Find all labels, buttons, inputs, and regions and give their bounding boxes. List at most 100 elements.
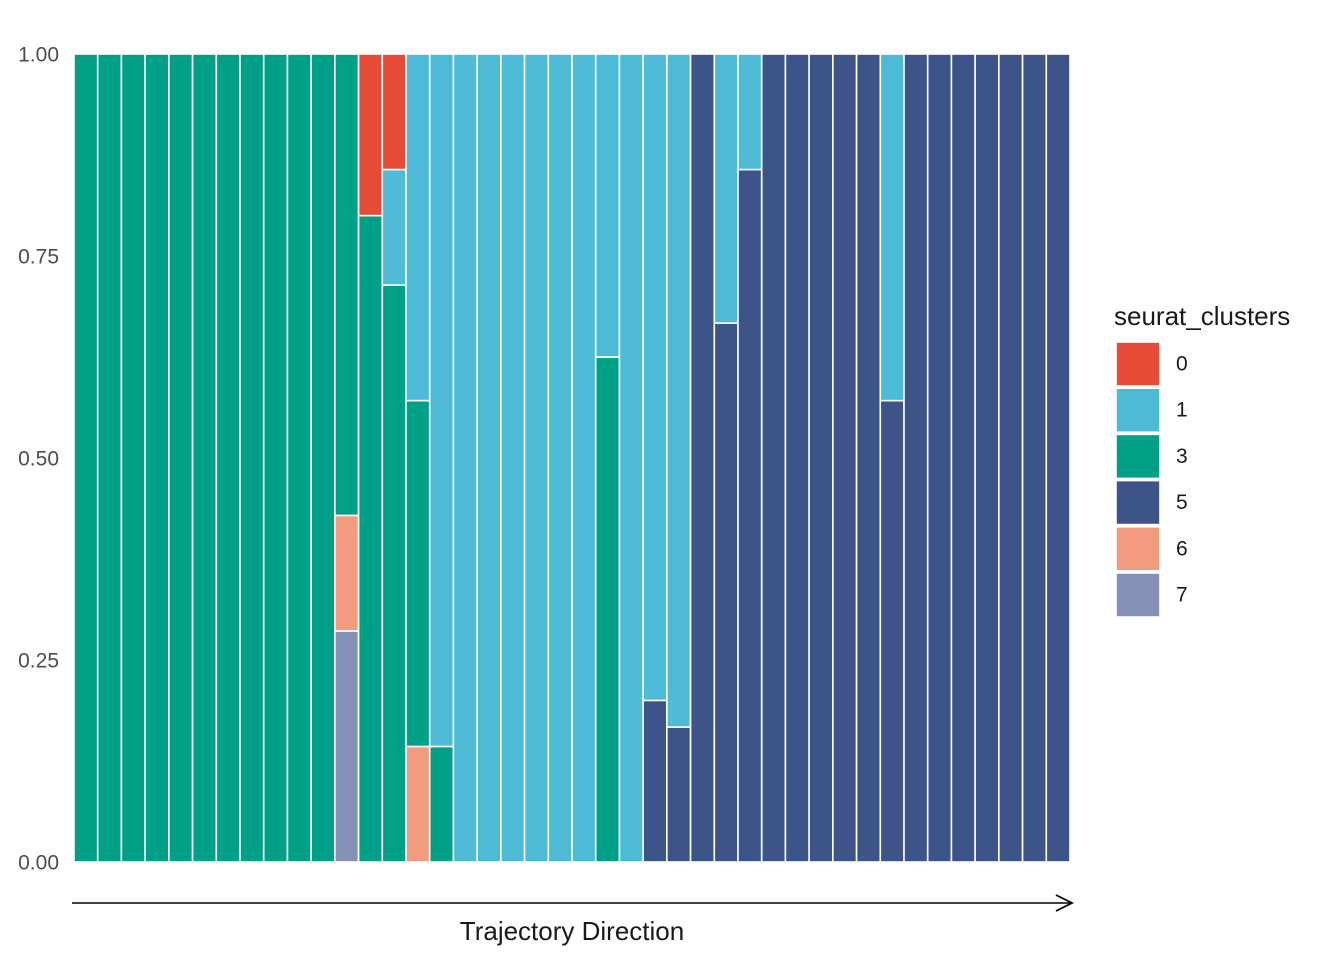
bar-21 [547,53,573,863]
bar-segment-cluster-1 [571,53,597,863]
bar-segment-cluster-1 [879,53,905,402]
bar-segment-cluster-1 [666,53,692,728]
bar-segment-cluster-5 [926,53,953,863]
bar-27 [689,53,716,863]
bar-segment-cluster-5 [974,53,1000,863]
bar-8 [239,53,265,863]
bar-31 [784,53,810,863]
legend-title: seurat_clusters [1114,301,1290,331]
x-axis-title: Trajectory Direction [460,916,684,946]
bar-segment-cluster-5 [903,53,929,863]
bar-20 [523,53,550,863]
bar-34 [855,53,882,863]
bar-segment-cluster-5 [998,53,1024,863]
bar-5 [168,53,194,863]
bar-segment-cluster-1 [713,53,739,324]
bar-segment-cluster-7 [334,630,360,863]
bar-26 [666,53,692,863]
y-tick-label: 0.25 [18,650,59,673]
bar-segment-cluster-3 [96,53,123,863]
bar-segment-cluster-5 [737,168,763,863]
bar-segment-cluster-1 [405,53,431,402]
bar-segment-cluster-3 [286,53,312,863]
bar-segment-cluster-3 [239,53,265,863]
bar-segment-cluster-3 [594,356,621,863]
bar-30 [760,53,787,863]
y-tick-label: 0.50 [18,448,59,471]
bar-segment-cluster-3 [262,53,289,863]
bar-segment-cluster-5 [760,53,787,863]
bar-24 [618,53,644,863]
bar-36 [903,53,929,863]
legend-label-3: 3 [1176,445,1188,468]
y-axis: 0.00 0.25 0.50 0.75 1.00 [18,44,59,875]
legend-item-6: 6 [1115,525,1188,572]
y-tick-label: 0.75 [18,246,59,269]
bar-segment-cluster-0 [381,53,407,171]
legend-key-6 [1115,525,1161,572]
bar-segment-cluster-6 [334,514,360,632]
bar-segment-cluster-3 [168,53,194,863]
bar-segment-cluster-1 [428,53,455,748]
bar-segment-cluster-3 [144,53,170,863]
bars-layer [73,53,1071,863]
bar-segment-cluster-3 [405,399,431,748]
bar-segment-cluster-5 [832,53,858,863]
bar-segment-cluster-3 [357,214,384,863]
bar-segment-cluster-5 [666,726,692,863]
bar-segment-cluster-3 [428,745,455,863]
bar-segment-cluster-1 [618,53,644,863]
bar-4 [144,53,170,863]
bar-segment-cluster-3 [215,53,241,863]
bar-segment-cluster-5 [950,53,976,863]
legend-item-7: 7 [1115,572,1188,618]
legend-item-1: 1 [1115,387,1188,434]
legend-key-5 [1115,479,1161,526]
legend-item-5: 5 [1115,479,1188,526]
legend-key-3 [1115,433,1161,480]
bar-19 [500,53,526,863]
bar-segment-cluster-5 [642,699,668,863]
bar-segment-cluster-1 [523,53,550,863]
legend-key-7 [1115,572,1161,618]
bar-segment-cluster-1 [594,53,621,358]
bar-37 [926,53,953,863]
bar-18 [476,53,502,863]
bar-6 [191,53,218,863]
bar-14 [381,53,407,863]
bar-17 [452,53,478,863]
bar-segment-cluster-3 [120,53,146,863]
bar-segment-cluster-1 [452,53,478,863]
legend-label-5: 5 [1176,491,1188,514]
bar-13 [357,53,384,863]
bar-segment-cluster-5 [879,399,905,863]
bar-25 [642,53,668,863]
legend-item-3: 3 [1115,433,1188,480]
legend-label-6: 6 [1176,537,1188,560]
bar-32 [808,53,834,863]
bar-segment-cluster-6 [405,745,431,863]
bar-segment-cluster-3 [310,53,336,863]
bar-segment-cluster-3 [73,53,99,863]
legend-label-1: 1 [1176,399,1188,422]
bar-22 [571,53,597,863]
bar-segment-cluster-1 [476,53,502,863]
bar-segment-cluster-3 [191,53,218,863]
bar-2 [96,53,123,863]
bar-segment-cluster-1 [642,53,668,702]
bar-42 [1045,53,1071,863]
bar-3 [120,53,146,863]
bar-11 [310,53,336,863]
bar-1 [73,53,99,863]
legend-label-7: 7 [1176,584,1188,607]
bar-segment-cluster-5 [784,53,810,863]
legend-label-0: 0 [1176,353,1188,376]
bar-segment-cluster-5 [689,53,716,863]
bar-segment-cluster-5 [1021,53,1048,863]
bar-9 [262,53,289,863]
legend-items: 0 1 3 5 6 7 [1115,341,1188,618]
bar-12 [334,53,360,863]
bar-38 [950,53,976,863]
bar-segment-cluster-5 [713,322,739,863]
